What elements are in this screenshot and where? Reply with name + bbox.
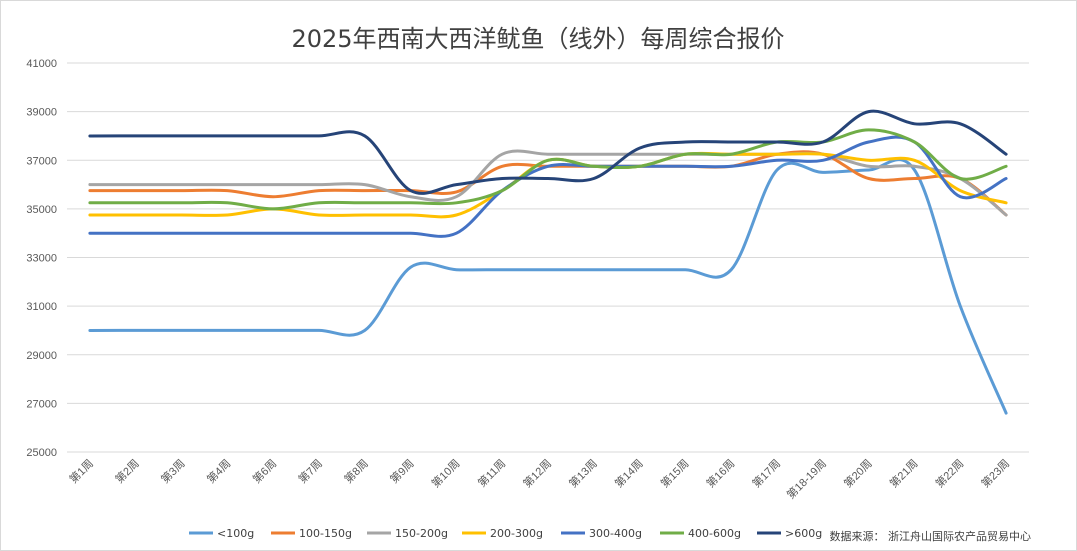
legend: <100g 100-150g 150-200g 200-300g 300-400g 400… (189, 527, 822, 540)
x-tick-label: 第15周 (657, 456, 691, 490)
y-tick-label: 31000 (26, 301, 57, 313)
legend-label: 200-300g (490, 527, 543, 540)
x-tick-label: 第6周 (249, 456, 279, 486)
y-tick-label: 29000 (26, 350, 57, 362)
series-line (88, 149, 1008, 217)
series-line (88, 109, 1008, 195)
series-line (88, 128, 1008, 211)
source-note: 数据来源： 浙江舟山国际农产品贸易中心 (830, 529, 1032, 543)
y-tick-label: 39000 (26, 107, 57, 119)
y-tick-label: 25000 (26, 447, 57, 459)
legend-label: 400-600g (688, 527, 741, 540)
x-tick-label: 第1周 (66, 456, 96, 486)
y-tick-label: 33000 (26, 253, 57, 265)
legend-label: 150-200g (395, 527, 448, 540)
x-tick-label: 第8周 (341, 456, 371, 486)
x-tick-label: 第16周 (703, 456, 737, 490)
gridlines (67, 62, 1029, 453)
y-tick-label: 41000 (26, 58, 57, 70)
x-tick-label: 第17周 (749, 456, 783, 490)
legend-label: 300-400g (589, 527, 642, 540)
x-tick-label: 第9周 (387, 456, 417, 486)
series-line (88, 158, 1008, 415)
legend-label: >600g (785, 527, 822, 540)
x-tick-label: 第14周 (612, 456, 646, 490)
y-tick-label: 27000 (26, 398, 57, 410)
y-axis-ticks: 25000 27000 29000 31000 33000 35000 37000 39000… (26, 58, 57, 459)
chart-title: 2025年西南大西洋鱿鱼（线外）每周综合报价 (291, 25, 784, 53)
x-tick-label: 第3周 (158, 456, 188, 486)
legend-label: <100g (217, 527, 254, 540)
x-tick-label: 第13周 (566, 456, 600, 490)
x-tick-label: 第20周 (841, 456, 875, 490)
x-tick-label: 第12周 (520, 456, 554, 490)
x-tick-label: 第7周 (295, 456, 325, 486)
y-tick-label: 37000 (26, 155, 57, 167)
x-axis-ticks: 第1周 第2周 第3周 第4周 第6周 第7周 第8周 第9周 第10周 第11周 第12周 第13周… (66, 456, 1012, 501)
x-tick-label: 第4周 (204, 456, 234, 486)
x-tick-label: 第2周 (112, 456, 142, 486)
x-tick-label: 第23周 (978, 456, 1012, 490)
x-tick-label: 第18-19周 (784, 456, 829, 501)
y-tick-label: 35000 (26, 204, 57, 216)
x-tick-label: 第10周 (428, 456, 462, 490)
legend-label: 100-150g (299, 527, 352, 540)
x-tick-label: 第21周 (886, 456, 920, 490)
x-tick-label: 第11周 (475, 456, 509, 490)
series-lines (88, 109, 1008, 415)
x-tick-label: 第22周 (932, 456, 966, 490)
series-line (88, 135, 1008, 238)
